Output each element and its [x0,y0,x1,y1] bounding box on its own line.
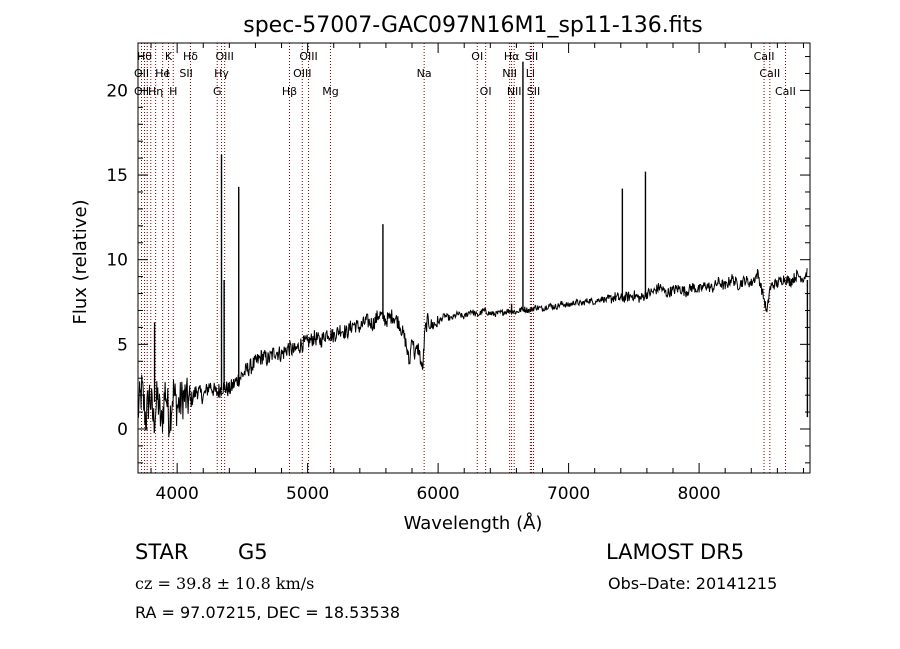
line-label-23: Hβ [282,85,297,98]
line-label-15: Na [417,67,432,80]
line-label-14: OIII [293,67,311,80]
coordinates: RA = 97.07215, DEC = 18.53538 [135,603,401,622]
object-class: STAR [135,540,189,564]
y-tick-label-15: 15 [106,166,128,186]
line-label-2: Hδ [183,50,198,63]
line-label-27: SII [527,85,540,98]
survey-name: LAMOST DR5 [606,540,745,564]
line-label-25: OI [480,85,492,98]
line-label-18: CaII [759,67,780,80]
line-label-16: NII [502,67,517,80]
line-label-17: Li [526,67,535,80]
y-tick-label-5: 5 [117,335,128,355]
line-label-11: I [166,67,169,80]
x-tick-label-7000: 7000 [547,484,590,504]
y-tick-label-10: 10 [106,251,128,271]
y-tick-label-0: 0 [117,420,128,440]
line-label-19: OII [134,85,149,98]
line-label-28: CaII [775,85,796,98]
x-tick-label-5000: 5000 [286,484,329,504]
x-axis: 4000 5000 6000 7000 8000 [150,43,804,504]
x-tick-label-4000: 4000 [156,484,199,504]
plot-frame [137,42,811,474]
line-label-21: H [169,85,177,98]
line-label-8: CaII [754,50,775,63]
line-label-24: Mg [322,85,338,98]
redshift-readout: cz = 39.8 ± 10.8 km/s [135,574,315,593]
line-label-5: OI [471,50,483,63]
line-label-3: OIII [215,50,233,63]
line-label-26: NII [507,85,522,98]
line-label-1: K [165,50,173,63]
object-subclass: G5 [238,540,268,564]
y-tick-label-20: 20 [106,81,128,101]
line-marker-labels: Hθ K Hδ OIII OIII OI Hα SII CaII OII HeI SII Hγ OIII N… [134,50,796,98]
line-label-12: SII [179,67,192,80]
line-label-20: Hη [148,85,163,98]
x-tick-label-6000: 6000 [416,484,459,504]
line-label-4: OIII [299,50,317,63]
line-label-7: SII [525,50,538,63]
x-tick-label-8000: 8000 [677,484,720,504]
obs-date: Obs–Date: 20141215 [608,574,778,593]
line-label-6: Hα [504,50,520,63]
x-axis-label: Wavelength (Å) [404,512,543,534]
line-label-0: Hθ [137,50,152,63]
y-axis: 0 5 10 15 20 [106,56,810,464]
y-axis-label: Flux (relative) [70,199,91,324]
spectrum-line [137,268,808,438]
chart-title: spec-57007-GAC097N16M1_sp11-136.fits [243,13,703,38]
line-label-10: He [155,67,170,80]
spectrum-series [137,61,809,438]
line-label-13: Hγ [214,67,229,80]
line-label-22: G [213,85,222,98]
